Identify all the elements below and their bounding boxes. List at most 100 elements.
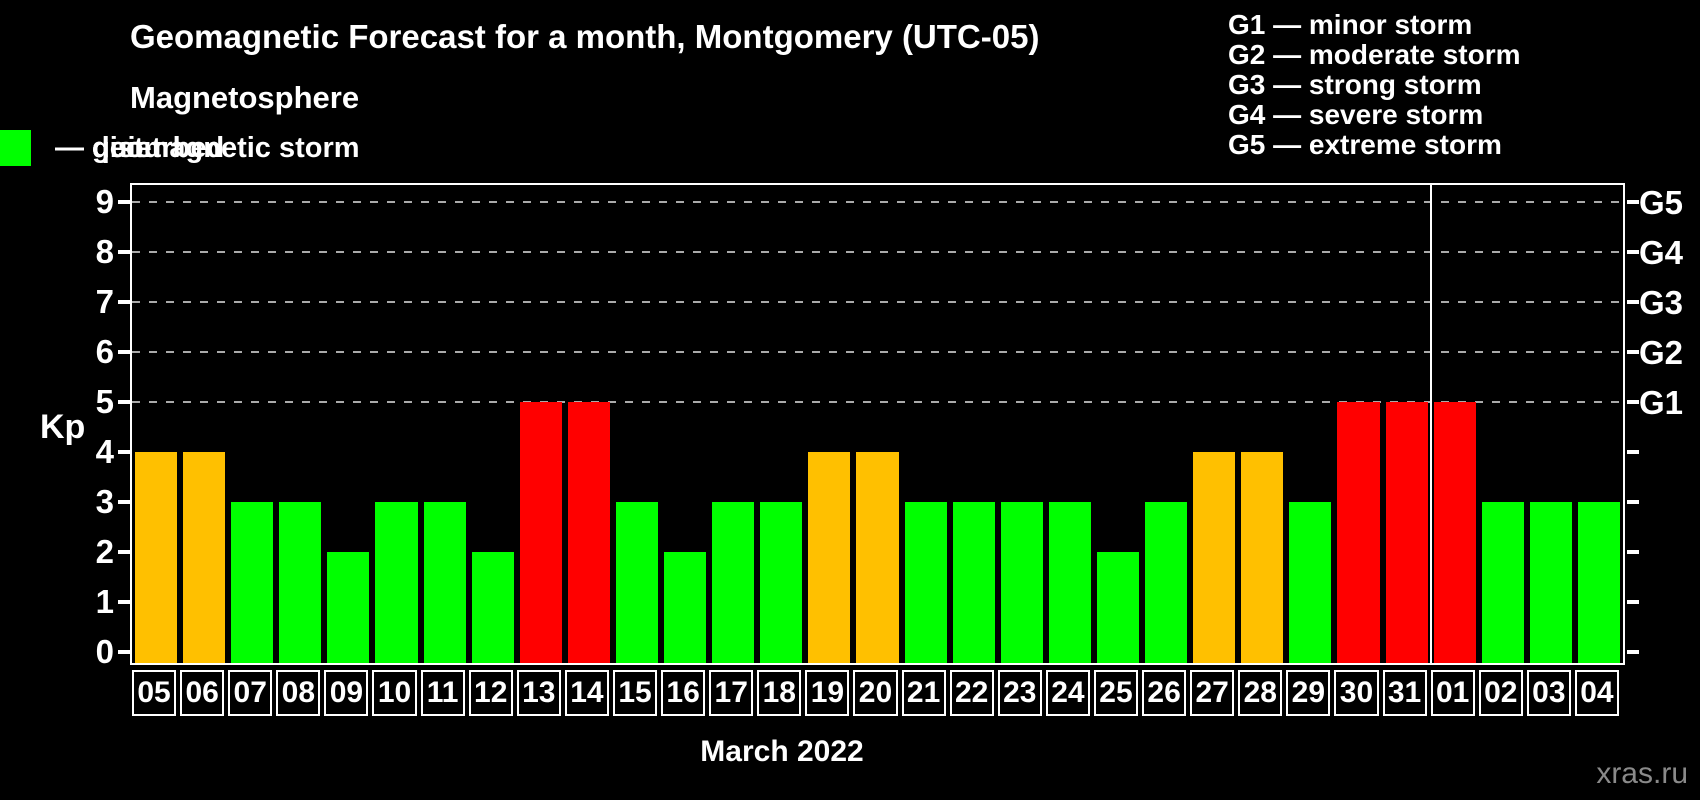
y-tick-label-1: 1 [95,583,114,620]
kp-bar-day-11 [423,502,466,663]
day-cell-25: 25 [1093,670,1139,716]
y-tick-label-0: 0 [95,633,114,670]
kp-bar-day-03 [1529,502,1572,663]
legend-label-quiet: — quiet [55,131,162,164]
kp-bar-day-17 [712,502,755,663]
kp-bar-day-10 [375,502,418,663]
day-cell-27: 27 [1190,670,1235,716]
y-tick-label-6: 6 [95,333,114,370]
gridline-kp-9 [132,201,1623,203]
y-tick-left-4 [118,450,130,454]
g-scale-legend: G1 — minor storm G2 — moderate storm G3 — … [1228,10,1521,160]
day-cell-31: 31 [1382,670,1427,716]
y-tick-right-2 [1627,550,1639,554]
g-legend-line-4: G4 — severe storm [1228,99,1484,130]
y-tick-right-5 [1627,400,1639,404]
kp-bar-day-04 [1577,502,1620,663]
kp-bar-day-13 [519,402,562,663]
y-tick-right-1 [1627,600,1639,604]
day-cell-14: 14 [564,670,609,716]
day-cell-21: 21 [901,670,946,716]
y-tick-left-6 [118,350,130,354]
kp-bar-day-05 [135,452,178,663]
day-cell-22: 22 [949,670,994,716]
kp-bar-day-06 [183,452,226,663]
day-cell-13: 13 [516,670,561,716]
day-cell-11: 11 [420,670,465,716]
y-tick-right-4 [1627,450,1639,454]
y-tick-right-7 [1627,300,1639,304]
gridline-kp-5 [132,401,1623,403]
legend-item-quiet: — quiet [0,130,161,166]
day-cell-28: 28 [1238,670,1283,716]
kp-bar-day-16 [664,552,707,663]
legend-swatch-quiet [0,130,31,166]
y-axis-title: Kp [40,408,86,446]
y-tick-label-9: 9 [95,183,114,220]
y-tick-left-7 [118,300,130,304]
day-cell-05: 05 [132,670,177,716]
kp-bar-day-23 [1000,502,1043,663]
day-cell-04: 04 [1574,670,1619,716]
plot-frame: 0 1 2 3 4 5 6 7 8 9 G1 G2 G3 G4 G5 [96,183,1683,670]
g-legend-line-1: G1 — minor storm [1228,9,1473,40]
day-cell-30: 30 [1334,670,1379,716]
day-cell-09: 09 [324,670,369,716]
kp-bar-day-21 [904,502,947,663]
day-cell-08: 08 [276,670,321,716]
y-tick-left-5 [118,400,130,404]
month-separator-line [1429,185,1432,663]
kp-bar-day-07 [231,502,274,663]
g-legend-line-2: G2 — moderate storm [1228,39,1521,70]
day-cell-20: 20 [853,670,898,716]
y-tick-right-6 [1627,350,1639,354]
kp-bar-day-08 [279,502,322,663]
magnetosphere-label: Magnetosphere [130,80,360,115]
kp-bar-day-24 [1048,502,1091,663]
y-tick-left-8 [118,250,130,254]
kp-bar-day-09 [327,552,370,663]
kp-bar-day-30 [1337,402,1380,663]
y-tick-label-5: 5 [95,383,114,420]
day-cell-02: 02 [1478,670,1523,716]
kp-bar-day-27 [1193,452,1236,663]
watermark-text: xras.ru [1596,757,1688,790]
kp-bar-day-01 [1433,402,1476,663]
y-tick-label-7: 7 [95,283,114,320]
y-tick-label-2: 2 [95,533,114,570]
y-tick-left-2 [118,550,130,554]
y-tick-right-9 [1627,200,1639,204]
kp-bar-day-28 [1241,452,1284,663]
x-axis-day-labels: 05 06 07 08 09 10 11 12 13 14 15 16 17 18 19 20 21 22 23 24… [130,670,1625,716]
y-tick-left-0 [118,650,130,654]
y-tick-right-8 [1627,250,1639,254]
legend-label-geomagnetic-storm: — geomagnetic storm [55,131,360,164]
day-cell-18: 18 [757,670,802,716]
day-cell-23: 23 [997,670,1042,716]
y-tick-left-9 [118,200,130,204]
day-cell-24: 24 [1045,670,1090,716]
kp-bar-day-20 [856,452,899,663]
day-cell-16: 16 [661,670,706,716]
chart-title: Geomagnetic Forecast for a month, Montgo… [130,18,1040,55]
y-tick-left-3 [118,500,130,504]
day-cell-17: 17 [709,670,754,716]
day-cell-10: 10 [372,670,417,716]
right-axis-label-g3: G3 [1639,284,1684,321]
y-tick-label-8: 8 [95,233,114,270]
legend-item-geomagnetic-storm: — geomagnetic storm [0,130,360,166]
day-cell-07: 07 [228,670,273,716]
y-tick-label-4: 4 [95,433,114,470]
y-tick-left-1 [118,600,130,604]
gridline-kp-6 [132,351,1623,353]
right-axis-label-g2: G2 [1639,334,1684,371]
day-cell-15: 15 [612,670,658,716]
x-axis-caption: March 2022 [700,735,864,768]
day-cell-03: 03 [1526,670,1571,716]
y-tick-right-0 [1627,650,1639,654]
gridline-kp-8 [132,251,1623,253]
kp-bar-day-15 [615,502,659,663]
kp-bar-day-25 [1096,552,1140,663]
gridline-kp-7 [132,301,1623,303]
kp-bar-day-26 [1145,502,1188,663]
